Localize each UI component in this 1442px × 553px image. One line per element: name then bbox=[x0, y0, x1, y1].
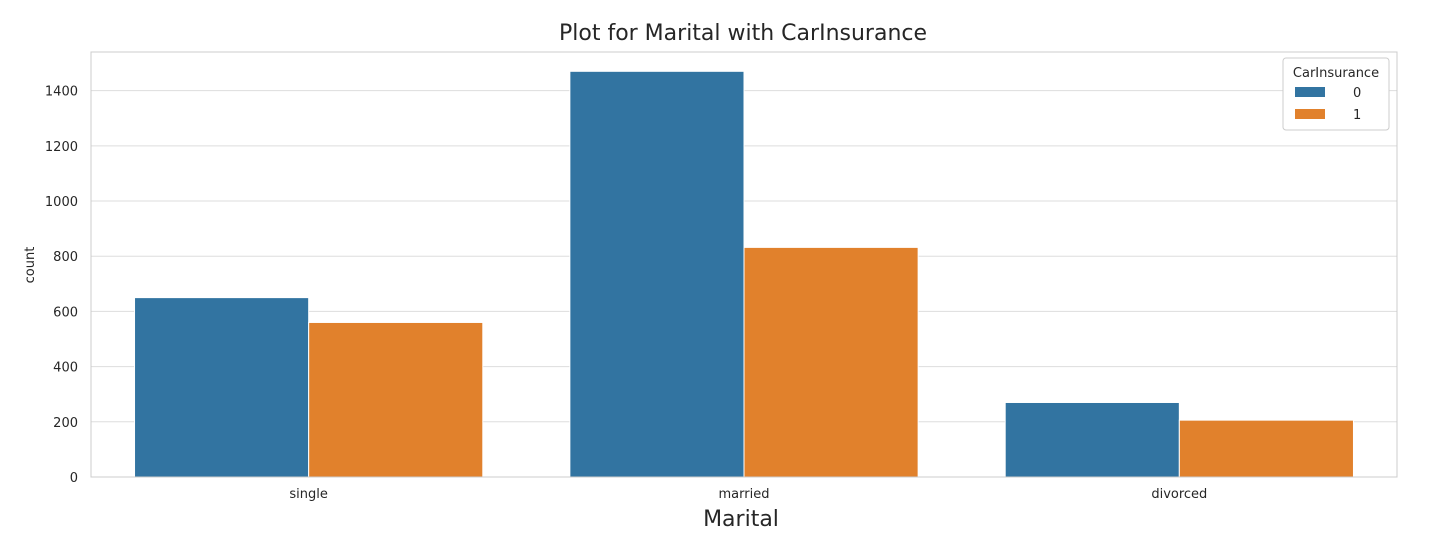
y-tick-label: 1200 bbox=[45, 140, 78, 155]
bar-married-0 bbox=[569, 70, 745, 478]
x-axis-ticks: single married divorced bbox=[289, 487, 1207, 502]
y-tick-label: 0 bbox=[70, 471, 78, 486]
legend-label-0: 0 bbox=[1353, 86, 1361, 101]
x-tick-label-single: single bbox=[289, 487, 328, 502]
bar-divorced-1 bbox=[1178, 419, 1354, 478]
legend-label-1: 1 bbox=[1353, 108, 1361, 123]
legend-swatch-0 bbox=[1295, 87, 1325, 97]
legend-title: CarInsurance bbox=[1293, 66, 1379, 81]
y-tick-label: 200 bbox=[53, 416, 78, 431]
y-axis-ticks: 0 200 400 600 800 1000 1200 1400 bbox=[45, 85, 78, 486]
y-tick-label: 800 bbox=[53, 250, 78, 265]
y-axis-label: count bbox=[23, 247, 38, 284]
x-tick-label-married: married bbox=[719, 487, 770, 502]
y-tick-label: 1400 bbox=[45, 85, 78, 100]
legend-swatch-1 bbox=[1295, 109, 1325, 119]
legend: CarInsurance 0 1 bbox=[1282, 57, 1390, 131]
y-tick-label: 600 bbox=[53, 305, 78, 320]
plot-frame bbox=[90, 51, 1398, 478]
bar-married-1 bbox=[743, 246, 919, 478]
y-tick-label: 1000 bbox=[45, 195, 78, 210]
x-axis-label: Marital bbox=[703, 507, 779, 532]
bar-divorced-0 bbox=[1004, 401, 1180, 478]
y-tick-label: 400 bbox=[53, 361, 78, 376]
bars bbox=[134, 70, 1354, 478]
bar-single-1 bbox=[308, 321, 484, 478]
chart-title: Plot for Marital with CarInsurance bbox=[559, 21, 927, 46]
x-tick-label-divorced: divorced bbox=[1151, 487, 1207, 502]
bar-single-0 bbox=[134, 297, 310, 478]
